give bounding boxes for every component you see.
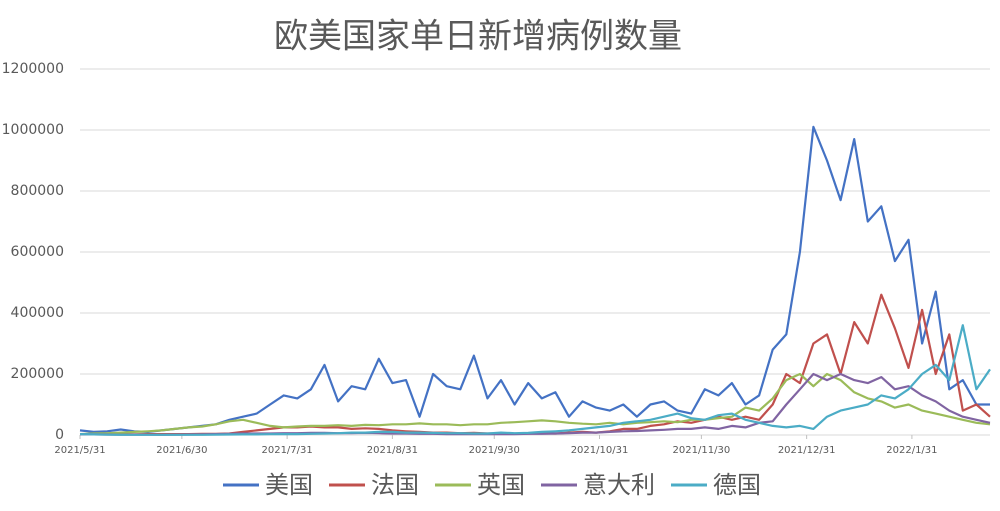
x-tick-label: 2022/1/31	[886, 445, 937, 456]
legend-label: 德国	[713, 471, 761, 499]
x-tick-label: 2021/5/31	[54, 445, 105, 456]
legend-label: 意大利	[583, 471, 655, 499]
y-tick-label: 200000	[11, 366, 64, 382]
legend-label: 法国	[371, 471, 419, 499]
y-tick-label: 0	[55, 427, 64, 443]
x-tick-label: 2021/7/31	[261, 445, 312, 456]
x-tick-label: 2021/9/30	[469, 445, 520, 456]
y-tick-label: 600000	[11, 244, 64, 260]
chart-title: 欧美国家单日新增病例数量	[274, 17, 682, 57]
series-line	[79, 324, 991, 436]
x-tick-label: 2021/10/31	[571, 445, 629, 456]
series-line	[79, 125, 990, 433]
series-line	[79, 372, 991, 436]
legend-label: 英国	[477, 471, 525, 499]
y-tick-label: 800000	[11, 183, 64, 199]
x-tick-label: 2021/8/31	[367, 445, 418, 456]
x-tick-label: 2021/11/30	[673, 445, 731, 456]
x-tick-label: 2021/6/30	[156, 445, 207, 456]
y-tick-label: 400000	[11, 305, 64, 321]
y-tick-label: 1000000	[2, 122, 64, 138]
x-tick-label: 2021/12/31	[778, 445, 836, 456]
legend-label: 美国	[265, 471, 313, 499]
y-tick-label: 1200000	[2, 61, 64, 77]
series-line	[80, 293, 991, 436]
series-line	[80, 372, 991, 436]
